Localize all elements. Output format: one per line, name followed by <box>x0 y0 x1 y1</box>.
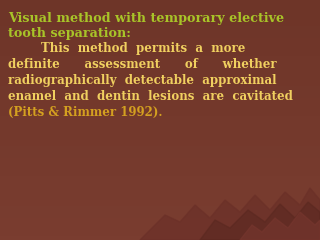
Bar <box>0 41 320 48</box>
Bar <box>0 11 320 18</box>
Bar <box>0 131 320 138</box>
Bar <box>0 71 320 78</box>
Bar <box>0 221 320 228</box>
Bar <box>0 137 320 144</box>
Bar <box>0 59 320 66</box>
Bar <box>0 113 320 120</box>
Polygon shape <box>200 202 320 240</box>
Bar <box>0 65 320 72</box>
Bar <box>0 191 320 198</box>
Bar <box>0 215 320 222</box>
Polygon shape <box>240 212 320 240</box>
Text: tooth separation:: tooth separation: <box>8 27 131 40</box>
Bar <box>0 29 320 36</box>
Bar <box>0 209 320 216</box>
Bar <box>0 233 320 240</box>
Text: Visual method with temporary elective: Visual method with temporary elective <box>8 12 284 25</box>
Bar <box>0 155 320 162</box>
Bar <box>0 35 320 42</box>
Bar <box>0 149 320 156</box>
Bar <box>0 101 320 108</box>
Bar <box>0 161 320 168</box>
Bar <box>0 185 320 192</box>
Bar <box>0 47 320 54</box>
Text: radiographically  detectable  approximal: radiographically detectable approximal <box>8 74 276 87</box>
Bar <box>0 119 320 126</box>
Bar <box>0 167 320 174</box>
Bar <box>0 17 320 24</box>
Text: definite      assessment      of      whether: definite assessment of whether <box>8 58 276 71</box>
Bar <box>0 0 320 6</box>
Bar <box>0 125 320 132</box>
Bar <box>0 227 320 234</box>
Bar <box>0 173 320 180</box>
Bar <box>0 53 320 60</box>
Text: enamel  and  dentin  lesions  are  cavitated: enamel and dentin lesions are cavitated <box>8 90 293 103</box>
Bar <box>0 5 320 12</box>
Bar <box>0 89 320 96</box>
Bar <box>0 77 320 84</box>
Bar <box>0 197 320 204</box>
Bar <box>0 95 320 102</box>
Bar <box>0 23 320 30</box>
Bar <box>0 179 320 186</box>
Text: This  method  permits  a  more: This method permits a more <box>8 42 245 55</box>
Bar <box>0 203 320 210</box>
Bar <box>0 107 320 114</box>
Bar <box>0 143 320 150</box>
Text: (Pitts & Rimmer 1992).: (Pitts & Rimmer 1992). <box>8 106 163 119</box>
Bar <box>0 83 320 90</box>
Polygon shape <box>140 188 320 240</box>
